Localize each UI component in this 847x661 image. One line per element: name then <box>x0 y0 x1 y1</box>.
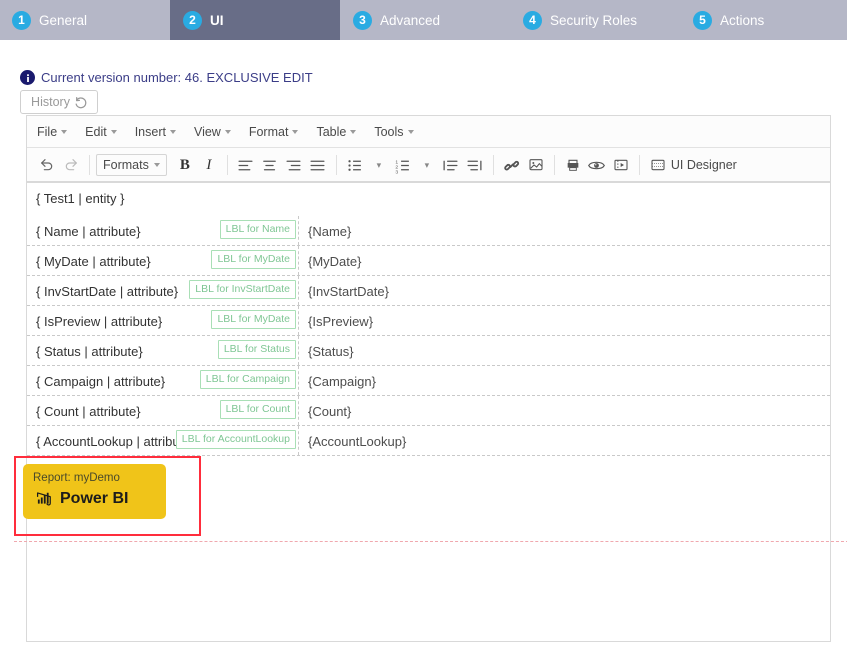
svg-text:3: 3 <box>396 169 399 174</box>
svg-text:2: 2 <box>396 164 399 170</box>
svg-text:1: 1 <box>396 159 399 165</box>
